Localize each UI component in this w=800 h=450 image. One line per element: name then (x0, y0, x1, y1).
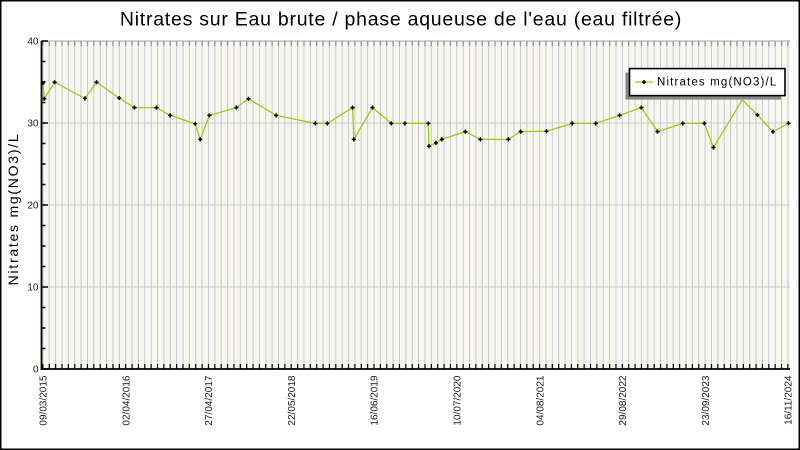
svg-text:22/05/2018: 22/05/2018 (287, 375, 298, 425)
svg-text:20: 20 (27, 201, 39, 212)
svg-text:09/03/2015: 09/03/2015 (39, 375, 50, 425)
svg-text:Nitrates sur Eau brute / phase: Nitrates sur Eau brute / phase aqueuse d… (120, 9, 682, 31)
svg-text:29/08/2022: 29/08/2022 (618, 375, 629, 425)
svg-text:16/06/2019: 16/06/2019 (370, 375, 381, 425)
svg-text:Nitrates mg(NO3)/L: Nitrates mg(NO3)/L (657, 77, 777, 89)
svg-text:0: 0 (33, 365, 39, 376)
svg-text:27/04/2017: 27/04/2017 (204, 375, 215, 425)
svg-text:Nitrates mg(NO3)/L: Nitrates mg(NO3)/L (5, 133, 21, 286)
svg-text:10: 10 (27, 283, 39, 294)
svg-text:10/07/2020: 10/07/2020 (453, 375, 464, 425)
svg-text:23/09/2023: 23/09/2023 (701, 375, 712, 425)
svg-text:16/11/2024: 16/11/2024 (784, 375, 795, 425)
svg-text:02/04/2016: 02/04/2016 (121, 375, 132, 425)
svg-text:30: 30 (27, 119, 39, 130)
svg-text:40: 40 (27, 37, 39, 48)
svg-text:04/08/2021: 04/08/2021 (535, 375, 546, 425)
